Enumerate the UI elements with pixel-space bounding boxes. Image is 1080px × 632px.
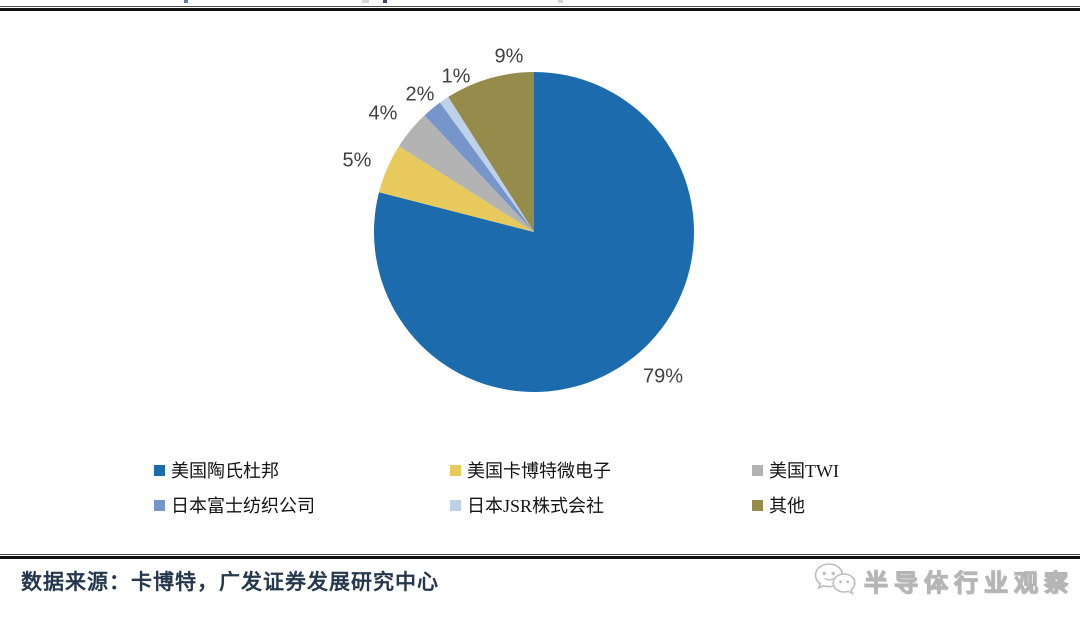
data-source-text: 数据来源：卡博特，广发证券发展研究中心 bbox=[21, 570, 439, 594]
legend-item-4: 日本JSR株式会社 bbox=[450, 494, 752, 516]
legend-item-3: 日本富士纺织公司 bbox=[154, 494, 450, 516]
legend-label-0: 美国陶氏杜邦 bbox=[171, 461, 279, 481]
pie-slice-2 bbox=[398, 115, 534, 232]
clipped-text-fragment bbox=[184, 0, 188, 3]
wechat-logo-icon bbox=[814, 563, 856, 595]
pie-slice-4 bbox=[439, 96, 534, 232]
pie-data-label-2: 4% bbox=[368, 102, 398, 125]
legend-item-1: 美国卡博特微电子 bbox=[450, 459, 752, 481]
legend-label-4: 日本JSR株式会社 bbox=[467, 496, 605, 516]
pie-data-label-0: 79% bbox=[642, 365, 684, 388]
legend-swatch-1 bbox=[450, 464, 461, 476]
pie-slice-1 bbox=[379, 146, 534, 232]
pie-data-label-4: 1% bbox=[441, 65, 471, 88]
pie-chart: 79% 5% 4% 2% 1% 9% bbox=[342, 45, 695, 392]
bottom-divider bbox=[0, 554, 1080, 559]
pie-data-label-5: 9% bbox=[494, 45, 524, 68]
legend-item-5: 其他 bbox=[752, 494, 992, 516]
clipped-text-fragment bbox=[558, 0, 563, 3]
legend-swatch-3 bbox=[154, 499, 165, 511]
pie-slice-3 bbox=[424, 102, 534, 232]
legend-label-5: 其他 bbox=[769, 496, 805, 516]
legend-label-3: 日本富士纺织公司 bbox=[171, 496, 315, 516]
legend-item-0: 美国陶氏杜邦 bbox=[154, 459, 450, 481]
pie-data-label-1: 5% bbox=[342, 149, 372, 172]
legend-item-2: 美国TWI bbox=[752, 459, 992, 481]
legend-label-1: 美国卡博特微电子 bbox=[467, 461, 611, 481]
chart-legend: 美国陶氏杜邦 美国卡博特微电子 美国TWI 日本富士纺织公司 日本JSR株式会社 其他 bbox=[154, 459, 992, 516]
clipped-text-fragment bbox=[383, 0, 387, 3]
top-divider bbox=[0, 6, 1080, 11]
pie-slice-5 bbox=[448, 72, 534, 232]
pie-data-label-3: 2% bbox=[405, 83, 435, 106]
legend-swatch-4 bbox=[450, 499, 461, 511]
legend-label-2: 美国TWI bbox=[769, 461, 839, 481]
watermark: 半导体行业观察 bbox=[814, 562, 1074, 598]
legend-swatch-5 bbox=[752, 499, 763, 511]
pie-slice-0 bbox=[374, 72, 695, 392]
watermark-text: 半导体行业观察 bbox=[864, 569, 1074, 597]
legend-swatch-0 bbox=[154, 464, 165, 476]
clipped-text-fragment bbox=[362, 0, 369, 3]
pie-svg bbox=[374, 72, 695, 392]
legend-swatch-2 bbox=[752, 464, 763, 476]
